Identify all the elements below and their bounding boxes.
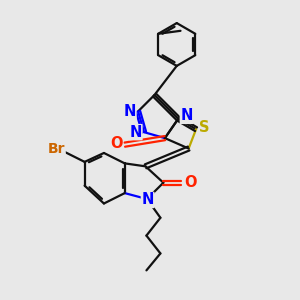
Text: Br: Br	[48, 142, 65, 155]
Text: O: O	[184, 175, 197, 190]
Text: S: S	[199, 120, 210, 135]
Text: N: N	[124, 104, 136, 119]
Text: N: N	[180, 108, 193, 123]
Text: N: N	[130, 125, 142, 140]
Text: O: O	[110, 136, 123, 151]
Text: N: N	[141, 192, 154, 207]
